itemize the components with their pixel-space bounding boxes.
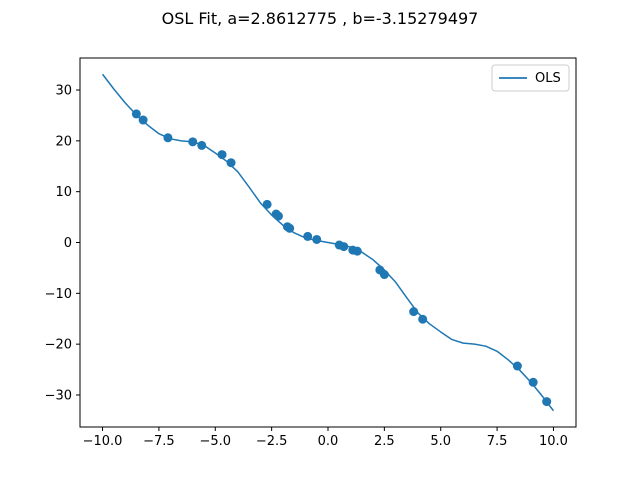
- y-tick-label: 30: [55, 84, 72, 99]
- plot-frame: [79, 57, 577, 428]
- y-tick-label: 20: [55, 134, 72, 149]
- y-tick-label: −30: [45, 388, 72, 403]
- data-point: [262, 199, 272, 209]
- data-point: [303, 231, 313, 241]
- data-point: [138, 115, 148, 125]
- data-point: [285, 223, 295, 233]
- data-point: [542, 397, 552, 407]
- legend-label-ols: OLS: [535, 71, 561, 86]
- series-layer: [101, 73, 555, 412]
- series-line-ols: [101, 73, 555, 412]
- data-point: [312, 234, 322, 244]
- x-tick-label: 2.5: [374, 434, 395, 449]
- chart-title: OSL Fit, a=2.8612775 , b=-3.15279497: [162, 9, 479, 28]
- x-tick-label: −5.0: [199, 434, 231, 449]
- axes-layer: −10.0 −7.5 −5.0 −2.5 0.0 2.5 5.0 7.5 10.0 −30 −20 −…: [45, 84, 568, 449]
- y-tick-label: −20: [45, 338, 72, 353]
- data-point: [379, 270, 389, 280]
- legend-box: [491, 64, 570, 92]
- x-tick-label: 7.5: [487, 434, 508, 449]
- data-point: [226, 158, 236, 168]
- x-tick-label: −7.5: [143, 434, 175, 449]
- x-tick-label: 5.0: [430, 434, 451, 449]
- data-point: [352, 246, 362, 256]
- data-point: [197, 140, 207, 150]
- data-point: [217, 150, 227, 160]
- x-tick-label: 10.0: [539, 434, 568, 449]
- y-tick-label: −10: [45, 287, 72, 302]
- data-point: [273, 211, 283, 221]
- data-point: [418, 314, 428, 324]
- x-tick-label: 0.0: [318, 434, 339, 449]
- data-point: [409, 307, 419, 317]
- data-point: [528, 377, 538, 387]
- data-point: [188, 137, 198, 147]
- data-point: [339, 242, 349, 252]
- legend: OLS: [491, 64, 570, 92]
- data-point: [512, 361, 522, 371]
- data-point: [131, 109, 141, 119]
- y-tick-label: 10: [55, 185, 72, 200]
- x-tick-label: −2.5: [256, 434, 288, 449]
- y-tick-label: 0: [64, 236, 72, 251]
- x-tick-label: −10.0: [83, 434, 123, 449]
- data-point: [163, 133, 173, 143]
